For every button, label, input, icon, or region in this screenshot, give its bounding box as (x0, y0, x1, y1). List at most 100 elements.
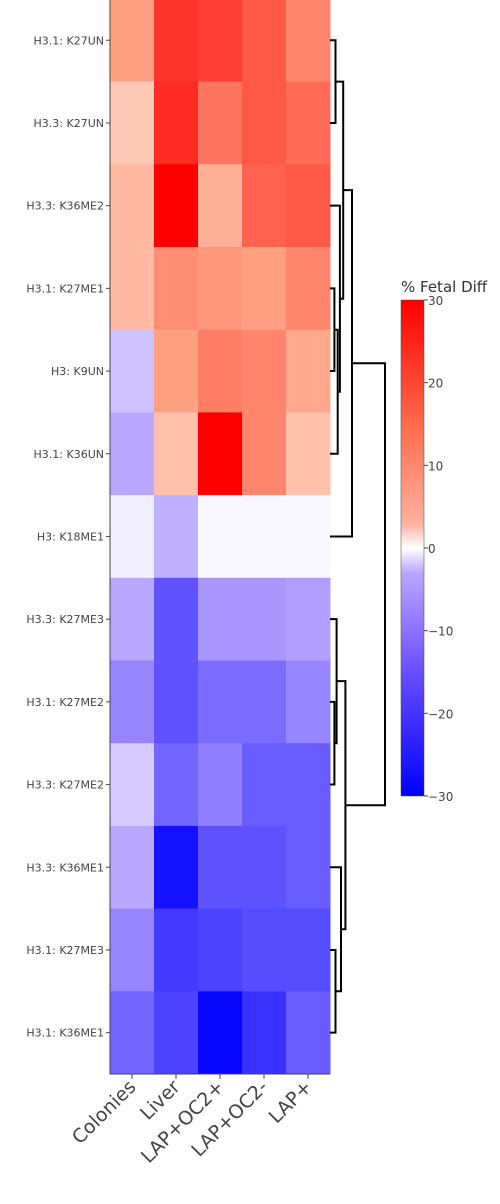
heatmap-cell (154, 81, 199, 165)
heatmap-cell (286, 81, 331, 165)
colorbar-tick-label: −10 (428, 625, 453, 639)
colorbar-title: % Fetal Diff (401, 278, 488, 296)
heatmap-cell (154, 908, 199, 992)
colorbar-tick-label: −20 (428, 707, 453, 721)
heatmap-cell (286, 743, 331, 827)
heatmap-cell (242, 660, 287, 744)
heatmap-cell (242, 247, 287, 331)
heatmap-cell (198, 991, 243, 1075)
heatmap-cell (198, 495, 243, 579)
row-label: H3: K9UN (51, 365, 104, 378)
dendrogram-branch (330, 948, 337, 1034)
column-label: Colonies (68, 1076, 141, 1149)
heatmap-cell (110, 164, 155, 248)
colorbar: % Fetal Diff 30 20 10 0 −10 −20 −30 (400, 278, 488, 804)
heatmap-cell (154, 495, 199, 579)
heatmap-cell (110, 991, 155, 1075)
heatmap-cell (110, 412, 155, 496)
heatmap-cell (242, 743, 287, 827)
heatmap-cell (286, 660, 331, 744)
colorbar-tick-label: 20 (428, 377, 443, 391)
colorbar-gradient (400, 299, 425, 797)
heatmap-cell (110, 908, 155, 992)
heatmap-cells (110, 0, 331, 1075)
column-label: LAP+ (265, 1076, 317, 1128)
heatmap-cell (242, 0, 287, 83)
row-dendrogram (330, 39, 386, 1034)
heatmap-cell (154, 0, 199, 83)
row-label: H3.3: K36ME2 (26, 200, 104, 213)
heatmap-cell (198, 0, 243, 83)
heatmap-cell (154, 412, 199, 496)
heatmap-cell (154, 247, 199, 331)
row-label: H3.1: K36UN (34, 448, 104, 461)
colorbar-ticks: 30 20 10 0 −10 −20 −30 (424, 294, 453, 804)
heatmap-cell (110, 743, 155, 827)
heatmap-cell (286, 247, 331, 331)
heatmap-cell (198, 412, 243, 496)
row-label: H3.3: K27UN (34, 117, 104, 130)
heatmap-cell (110, 329, 155, 413)
row-label: H3.1: K27ME2 (26, 696, 104, 709)
heatmap-cell (154, 991, 199, 1075)
heatmap-cell (110, 825, 155, 910)
heatmap-cell (154, 825, 199, 910)
dendrogram-branch (330, 618, 338, 745)
dendrogram-branch (330, 39, 337, 124)
heatmap-cell (198, 329, 243, 413)
heatmap-cell (286, 0, 331, 83)
heatmap-cell (110, 577, 155, 661)
row-label: H3.3: K36ME1 (26, 861, 104, 874)
colorbar-tick-label: 0 (428, 542, 436, 556)
heatmap-cell (198, 247, 243, 331)
colorbar-tick-label: 30 (428, 294, 443, 308)
heatmap-cell (242, 329, 287, 413)
heatmap-cell (110, 660, 155, 744)
heatmap-cell (198, 908, 243, 992)
row-label: H3: K18ME1 (37, 530, 104, 543)
heatmap-cell (286, 495, 331, 579)
row-label: H3.3: K27ME3 (26, 613, 104, 626)
row-label: H3.1: K27ME3 (26, 944, 104, 957)
heatmap-cell (242, 412, 287, 496)
heatmap-cell (242, 495, 287, 579)
heatmap-cell (154, 329, 199, 413)
dendrogram-branch (330, 189, 353, 538)
heatmap-cell (110, 81, 155, 165)
heatmap-cell (198, 577, 243, 661)
heatmap-cell (110, 0, 155, 83)
heatmap-cell (242, 908, 287, 992)
heatmap-cell (110, 495, 155, 579)
heatmap-cell (286, 329, 331, 413)
heatmap-cell (286, 412, 331, 496)
row-labels: H3.1: K27UN H3.3: K27UN H3.3: K36ME2 H3.1: … (26, 34, 110, 1040)
colorbar-tick-label: 10 (428, 459, 443, 473)
heatmap-cell (242, 81, 287, 165)
heatmap-cell (242, 991, 287, 1075)
heatmap-cell (198, 743, 243, 827)
colorbar-tick-label: −30 (428, 790, 453, 804)
dendrogram-branch (330, 700, 336, 786)
heatmap-cell (198, 164, 243, 248)
heatmap-cell (198, 825, 243, 910)
dendrogram-branch (345, 362, 386, 807)
row-label: H3.1: K27UN (34, 34, 104, 47)
heatmap-cell (110, 247, 155, 331)
heatmap-cell (154, 164, 199, 248)
heatmap-cell (286, 577, 331, 661)
row-label: H3.1: K36ME1 (26, 1027, 104, 1040)
heatmap-cell (154, 660, 199, 744)
heatmap-cell (242, 164, 287, 248)
heatmap-cell (154, 743, 199, 827)
row-label: H3.1: K27ME1 (26, 282, 104, 295)
dendrogram-branch (330, 287, 336, 373)
heatmap-cell (242, 825, 287, 910)
heatmap-cell (198, 660, 243, 744)
heatmap-cell (242, 577, 287, 661)
row-label: H3.3: K27ME2 (26, 779, 104, 792)
heatmap-cell (154, 577, 199, 661)
heatmap-cell (286, 908, 331, 992)
